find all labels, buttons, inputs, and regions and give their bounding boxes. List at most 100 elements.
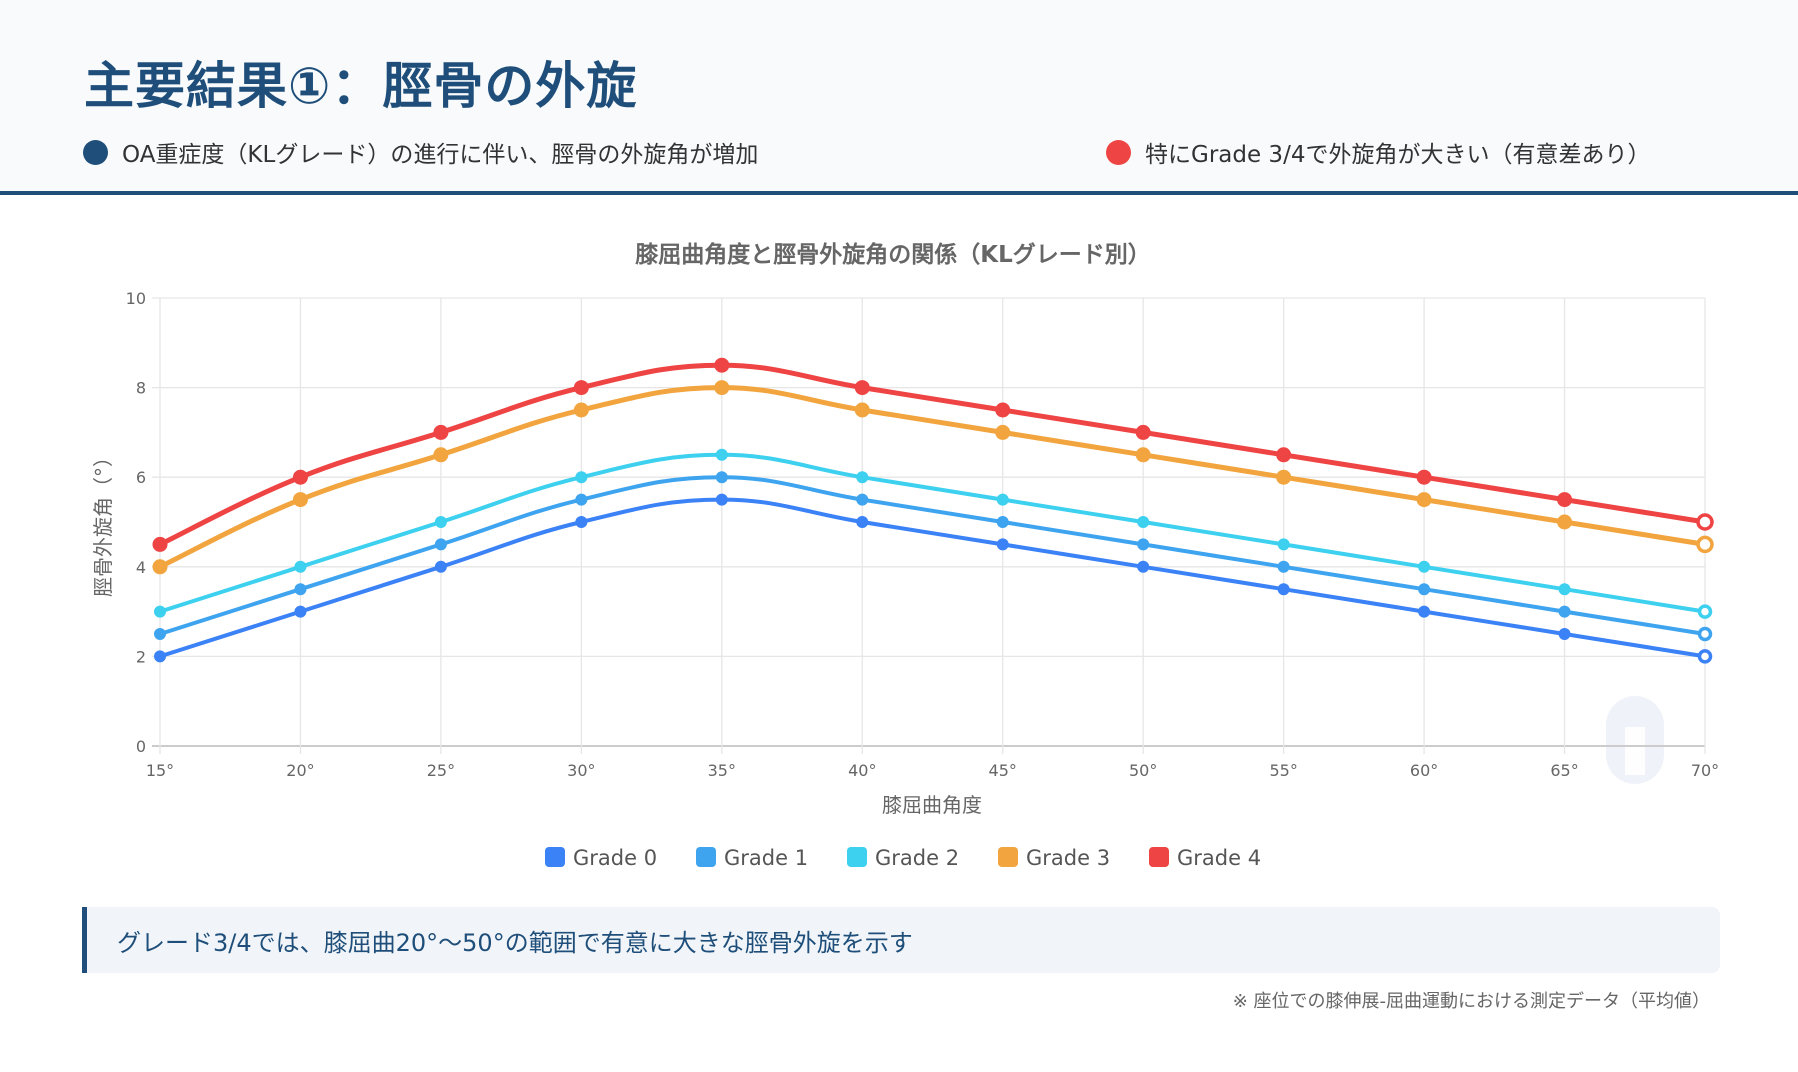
legend-swatch: [998, 847, 1018, 867]
data-point[interactable]: [1276, 469, 1292, 485]
x-tick-label: 70°: [1691, 761, 1719, 780]
legend-item[interactable]: Grade 0: [545, 846, 657, 870]
data-point[interactable]: [573, 402, 589, 418]
legend-swatch: [545, 847, 565, 867]
data-point[interactable]: [1277, 583, 1290, 596]
data-point[interactable]: [1557, 492, 1573, 508]
data-point[interactable]: [1696, 513, 1714, 531]
data-point[interactable]: [996, 516, 1009, 528]
x-axis-ticks: 15° 20° 25° 30° 35° 40° 45° 50° 55° 60° 65° 70°: [146, 761, 1719, 780]
data-point[interactable]: [573, 380, 589, 396]
callout-text: グレード3/4では、膝屈曲20°〜50°の範囲で有意に大きな脛骨外旋を示す: [117, 928, 913, 957]
series-line: [159, 452, 1706, 614]
data-point[interactable]: [294, 560, 307, 573]
bone-icon: [1606, 696, 1664, 784]
data-point[interactable]: [292, 492, 308, 508]
data-point[interactable]: [575, 516, 588, 528]
data-point[interactable]: [995, 424, 1011, 440]
key-point-2-text: 特にGrade 3/4で外旋角が大きい（有意差あり）: [1145, 142, 1651, 168]
x-tick-label: 20°: [286, 761, 314, 780]
data-point[interactable]: [1416, 492, 1432, 508]
data-point[interactable]: [434, 538, 447, 551]
line-chart: 膝屈曲角度と脛骨外旋角の関係（KLグレード別） 0 2 4 6 8 10 15° 20° 25…: [91, 241, 1719, 870]
y-axis-label: 脛骨外旋角（°）: [91, 447, 115, 597]
bullet-dot-icon: [83, 139, 108, 165]
data-point[interactable]: [1557, 514, 1573, 530]
data-point[interactable]: [1135, 424, 1151, 440]
data-point[interactable]: [1697, 649, 1713, 664]
data-point[interactable]: [1276, 447, 1292, 463]
data-point[interactable]: [854, 380, 870, 396]
legend-item[interactable]: Grade 1: [696, 846, 808, 870]
data-point[interactable]: [1416, 469, 1432, 485]
data-point[interactable]: [1137, 516, 1150, 528]
conclusion-callout: グレード3/4では、膝屈曲20°〜50°の範囲で有意に大きな脛骨外旋を示す: [82, 907, 1720, 973]
data-point[interactable]: [1277, 560, 1290, 573]
data-point[interactable]: [1418, 605, 1431, 618]
data-point[interactable]: [152, 536, 168, 552]
data-point[interactable]: [294, 605, 307, 618]
chart-series: [152, 357, 1714, 664]
data-point[interactable]: [715, 493, 728, 506]
data-point[interactable]: [995, 402, 1011, 418]
data-point[interactable]: [154, 650, 166, 663]
data-point[interactable]: [154, 628, 166, 640]
data-point[interactable]: [433, 424, 449, 440]
x-tick-label: 35°: [708, 761, 736, 780]
slide-header: 主要結果①：脛骨の外旋 OA重症度（KLグレード）の進行に伴い、脛骨の外旋角が増…: [0, 0, 1798, 195]
data-point[interactable]: [1697, 604, 1713, 619]
data-point[interactable]: [1135, 447, 1151, 463]
data-point[interactable]: [575, 493, 588, 506]
data-point[interactable]: [715, 448, 728, 461]
data-point[interactable]: [714, 357, 730, 373]
data-point[interactable]: [1558, 628, 1571, 640]
data-point[interactable]: [154, 605, 166, 618]
data-point[interactable]: [433, 447, 449, 463]
legend-item[interactable]: Grade 3: [998, 846, 1110, 870]
legend-label: Grade 4: [1177, 846, 1261, 870]
chart-grid: [152, 297, 1706, 754]
chart-legend: Grade 0 Grade 1 Grade 2 Grade 3 Grade 4: [545, 846, 1261, 870]
data-point[interactable]: [1418, 560, 1431, 573]
legend-label: Grade 3: [1026, 846, 1110, 870]
data-point[interactable]: [854, 402, 870, 418]
chart-title: 膝屈曲角度と脛骨外旋角の関係（KLグレード別）: [635, 241, 1150, 268]
legend-item[interactable]: Grade 2: [847, 846, 959, 870]
footnote: ※ 座位での膝伸展-屈曲運動における測定データ（平均値）: [1232, 991, 1710, 1012]
key-point-1-text: OA重症度（KLグレード）の進行に伴い、脛骨の外旋角が増加: [122, 142, 759, 168]
y-tick-label: 0: [136, 737, 146, 756]
data-point[interactable]: [575, 471, 588, 484]
data-point[interactable]: [1137, 538, 1150, 551]
data-point[interactable]: [1558, 583, 1571, 596]
data-point[interactable]: [996, 538, 1009, 551]
data-point[interactable]: [294, 583, 307, 596]
data-point[interactable]: [996, 493, 1009, 506]
data-point[interactable]: [292, 469, 308, 485]
legend-swatch: [847, 847, 867, 867]
legend-label: Grade 0: [573, 846, 657, 870]
data-point[interactable]: [856, 516, 869, 528]
data-point[interactable]: [1697, 626, 1713, 642]
legend-swatch: [1149, 847, 1169, 867]
x-tick-label: 30°: [567, 761, 595, 780]
data-point[interactable]: [715, 471, 728, 484]
data-point[interactable]: [434, 516, 447, 528]
series-grade-3: [152, 380, 1714, 575]
data-point[interactable]: [1696, 535, 1714, 554]
data-point[interactable]: [434, 560, 447, 573]
chart-container: 膝屈曲角度と脛骨外旋角の関係（KLグレード別） 0 2 4 6 8 10 15° 20° 25…: [0, 199, 1798, 889]
data-point[interactable]: [856, 471, 869, 484]
series-grade-0: [154, 493, 1713, 664]
data-point[interactable]: [1137, 560, 1150, 573]
data-point[interactable]: [1277, 538, 1290, 551]
legend-label: Grade 1: [724, 846, 808, 870]
data-point[interactable]: [856, 493, 869, 506]
x-tick-label: 15°: [146, 761, 174, 780]
x-tick-label: 25°: [427, 761, 455, 780]
legend-item[interactable]: Grade 4: [1149, 846, 1261, 870]
data-point[interactable]: [152, 559, 168, 575]
data-point[interactable]: [714, 380, 730, 396]
x-tick-label: 60°: [1410, 761, 1438, 780]
data-point[interactable]: [1418, 583, 1431, 596]
data-point[interactable]: [1558, 605, 1571, 618]
